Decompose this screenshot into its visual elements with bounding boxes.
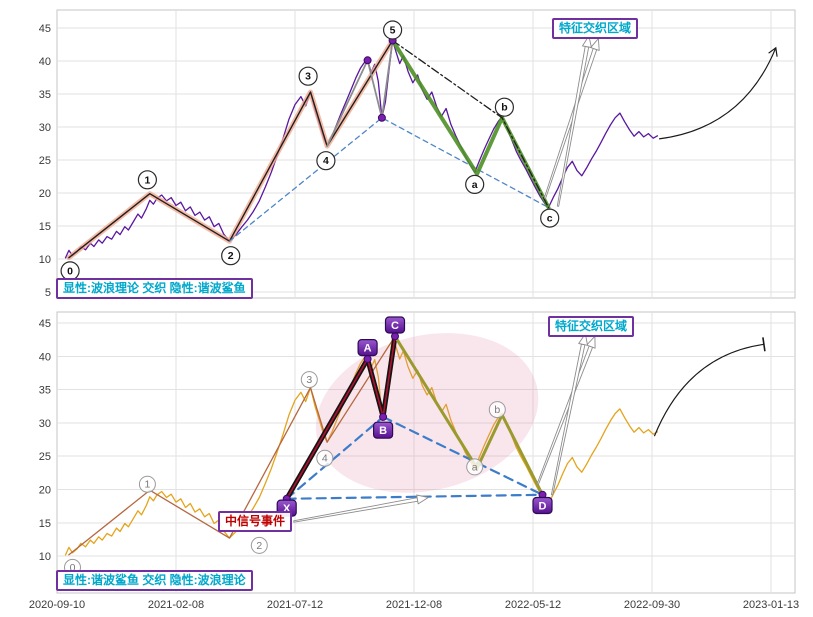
wave-circle-label-b: b: [501, 102, 507, 114]
y-tick-label: 15: [39, 518, 51, 530]
white-arrow-head: [416, 494, 429, 505]
wave-circle-label-5: 5: [390, 25, 396, 37]
pattern-badge-label-A: A: [364, 343, 372, 355]
pattern-badge-B: [373, 421, 394, 439]
wave-circle-label-2: 2: [256, 540, 262, 552]
pattern-vertex-dot: [379, 412, 388, 421]
y-tick-label: 35: [39, 385, 51, 397]
wave-circle-1: [137, 170, 157, 190]
wave-circle-label-2: 2: [228, 250, 234, 262]
pattern-badge-label-C: C: [391, 320, 399, 332]
y-tick-label: 20: [39, 485, 51, 497]
wave-circle-label-3: 3: [306, 374, 312, 386]
wave-circle-label-1: 1: [144, 479, 150, 491]
xb-dashed: [285, 415, 385, 500]
wave-circle-label-1: 1: [144, 174, 150, 186]
wave-circle-label-0: 0: [67, 265, 73, 277]
pattern-vertex-dot: [363, 56, 372, 65]
y-tick-label: 10: [39, 254, 51, 266]
y-tick-label: 45: [39, 318, 51, 330]
x-tick-label: 2023-01-13: [743, 599, 799, 611]
pattern-vertex-dot: [363, 355, 372, 363]
harmonic-panel-legend: 显性:谐波鲨鱼 交织 隐性:波浪理论: [56, 570, 253, 591]
wave-circle-3: [298, 66, 318, 86]
wave-circle-4: [316, 449, 334, 467]
y-tick-label: 25: [39, 155, 51, 167]
wave-circle-b: [494, 97, 514, 117]
y-tick-label: 20: [39, 188, 51, 200]
wave-circle-a: [466, 458, 484, 476]
wave-circle-2: [250, 536, 268, 554]
wave-circle-label-a: a: [472, 461, 478, 473]
y-tick-label: 40: [39, 56, 51, 68]
x-tick-label: 2021-12-08: [386, 599, 442, 611]
wave-circle-2: [221, 246, 241, 266]
y-tick-label: 25: [39, 451, 51, 463]
white-arrow-head: [586, 335, 596, 349]
projection-dashed-blue: [228, 117, 550, 242]
y-tick-label: 35: [39, 89, 51, 101]
white-arrow-head: [590, 38, 600, 51]
wave-circle-label-a: a: [472, 179, 478, 191]
plot-area: [56, 311, 796, 594]
y-tick-label: 30: [39, 418, 51, 430]
wave-circle-4: [316, 151, 336, 171]
pattern-badge-C: [384, 316, 406, 334]
leg-ab-core: [366, 358, 384, 418]
wave-circle-label-b: b: [494, 404, 500, 416]
wave-circle-label-c: c: [547, 213, 553, 225]
xd-dashed: [285, 493, 544, 500]
y-tick-label: 45: [39, 23, 51, 35]
y-tick-label: 40: [39, 351, 51, 363]
x-tick-label: 2021-02-08: [148, 599, 204, 611]
wave-panel-legend: 显性:波浪理论 交织 隐性:谐波鲨鱼: [56, 278, 253, 299]
wave-circle-label-4: 4: [322, 453, 328, 465]
wave-circle-b: [488, 401, 506, 419]
y-tick-label: 5: [45, 287, 51, 299]
leg-cd-olive: [393, 334, 544, 497]
wave-circle-3: [300, 371, 318, 389]
wave-circle-a: [465, 174, 485, 194]
wave-path-line: [68, 39, 394, 259]
pattern-vertex-dot: [391, 332, 399, 341]
trend-curve: [659, 47, 777, 140]
trend-tbar-cap-icon: [762, 337, 766, 352]
wave-circle-1: [138, 475, 156, 493]
x-tick-label: 2020-09-10: [29, 599, 85, 611]
wave-circle-label-0: 0: [70, 562, 76, 574]
wave-panel-region-label: 特征交织区域: [552, 18, 639, 39]
bd-dashed: [382, 415, 544, 496]
trend-curve: [653, 343, 764, 437]
y-tick-label: 15: [39, 221, 51, 233]
signal-event-label: 中信号事件: [218, 511, 293, 532]
pattern-badge-D: [532, 496, 553, 515]
sub-wave-gray: [326, 39, 394, 148]
pattern-badge-A: [357, 339, 378, 357]
leg-bc-core: [382, 335, 396, 418]
pattern-badge-label-B: B: [379, 425, 387, 437]
trend-arrowhead-icon: [768, 46, 778, 57]
harmonic-panel-region-label: 特征交织区域: [548, 316, 635, 337]
wave-circle-c: [540, 208, 560, 228]
abc-dashdot: [391, 39, 550, 209]
pattern-badge-label-D: D: [539, 501, 547, 513]
y-tick-label: 10: [39, 551, 51, 563]
y-tick-label: 30: [39, 122, 51, 134]
x-tick-label: 2022-05-12: [505, 599, 561, 611]
wave-circle-5: [383, 20, 403, 40]
pattern-badge-label-X: X: [283, 503, 291, 515]
x-tick-label: 2021-07-12: [267, 599, 323, 611]
x-tick-label: 2022-09-30: [624, 599, 680, 611]
wave-circle-label-4: 4: [323, 155, 329, 167]
pattern-vertex-dot: [377, 113, 386, 122]
harmonic-panel: 45 40 35 30 25 20 15 10 0 1 2 3 4 a b X A B C D: [39, 311, 796, 594]
wave-circle-label-3: 3: [305, 71, 311, 83]
plot-area: [56, 9, 796, 299]
leg-xa-core: [285, 358, 369, 500]
x-axis: 2020-09-10 2021-02-08 2021-07-12 2021-12-08…: [29, 599, 799, 611]
